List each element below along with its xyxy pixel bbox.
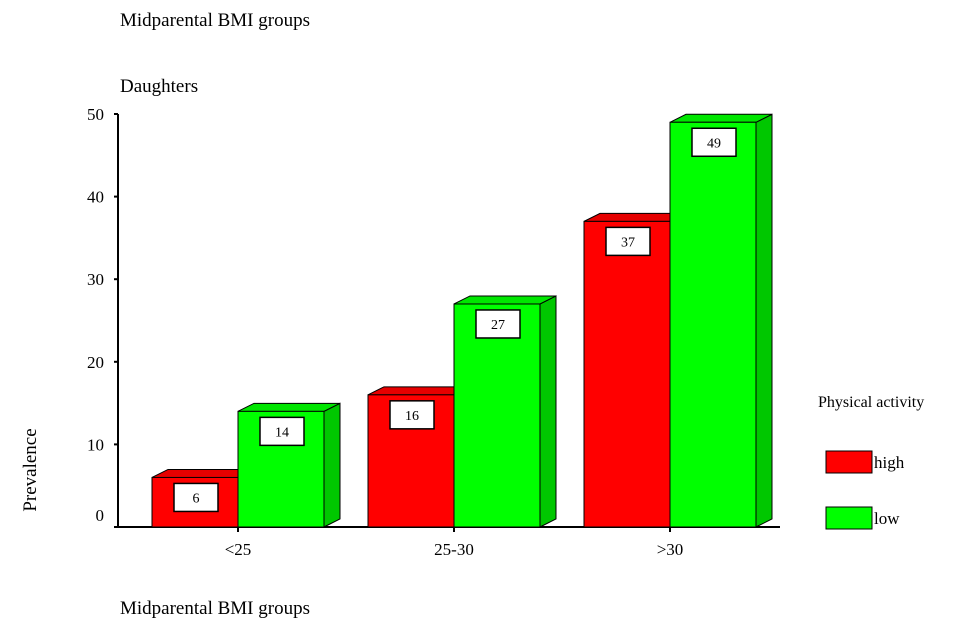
y-tick-label: 50 <box>87 105 104 124</box>
bar-top-low <box>453 295 557 305</box>
bar-side-low <box>539 295 557 528</box>
bar-side-low <box>323 402 341 528</box>
y-tick-label: 10 <box>87 435 104 454</box>
data-label: 37 <box>621 235 635 250</box>
data-label-box <box>259 416 305 447</box>
bar-side-low <box>755 113 773 528</box>
data-label: 49 <box>707 136 721 151</box>
legend-label-low: low <box>874 509 900 528</box>
data-label-box <box>389 400 435 430</box>
data-label-box <box>475 309 521 339</box>
x-axis-label: Midparental BMI groups <box>120 598 310 619</box>
bar-high <box>583 220 671 528</box>
legend-swatch-high <box>825 450 873 474</box>
bar-top-low <box>237 402 341 412</box>
legend: high low <box>825 450 905 530</box>
data-label: 6 <box>193 491 200 506</box>
x-tick-label: >30 <box>657 540 684 559</box>
data-label: 14 <box>275 425 289 440</box>
data-label: 16 <box>405 409 419 424</box>
legend-swatch-low <box>825 506 873 530</box>
data-label-box <box>605 226 651 257</box>
data-label: 27 <box>491 318 505 333</box>
bar-low <box>669 121 757 528</box>
y-tick-label: 30 <box>87 270 104 289</box>
plot-area: 0 10 20 30 40 50 6 14 <25 16 27 25-30 37 49 >30 <box>87 105 780 559</box>
bar-low <box>453 303 541 528</box>
x-tick-label: <25 <box>225 540 252 559</box>
y-tick-label: 40 <box>87 188 104 207</box>
y-axis-label: Prevalence <box>20 428 41 511</box>
data-label-box <box>173 482 219 513</box>
y-tick-label: 20 <box>87 353 104 372</box>
legend-label-high: high <box>874 453 905 472</box>
x-tick-label: 25-30 <box>434 540 474 559</box>
chart-title: Midparental BMI groups <box>120 10 310 31</box>
y-tick-label: 0 <box>96 506 105 525</box>
legend-title: Physical activity <box>818 394 924 411</box>
data-label-box <box>691 127 737 158</box>
bar-top-low <box>669 113 773 123</box>
chart-subtitle: Daughters <box>120 76 198 97</box>
